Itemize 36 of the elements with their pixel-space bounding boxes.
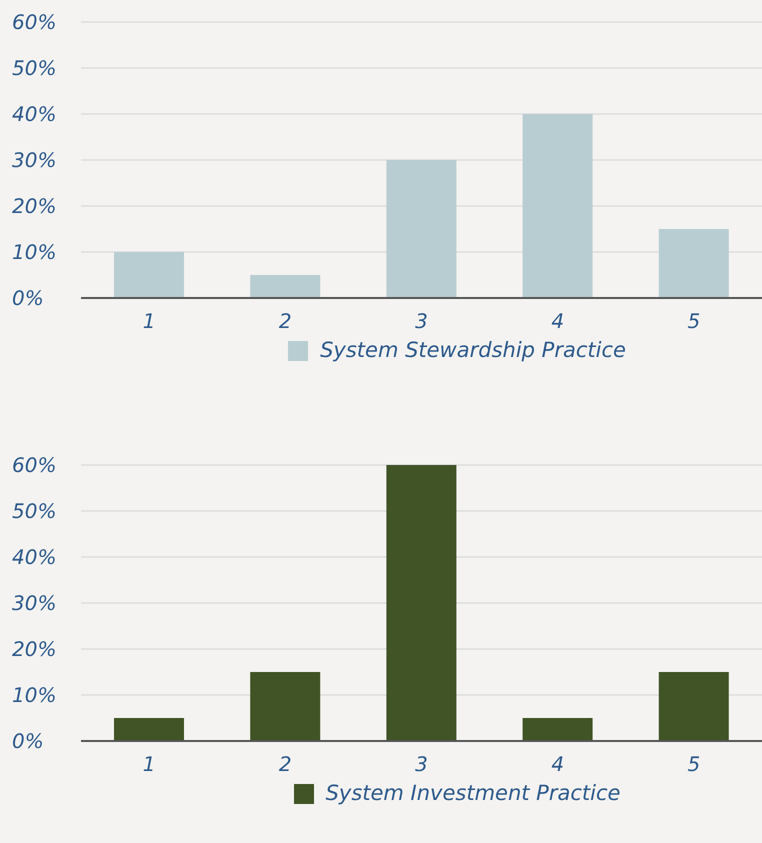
x-tick-label: 5 [688,309,700,334]
bar [386,160,456,298]
x-tick-label: 1 [142,309,156,334]
bar [250,275,320,298]
bar [658,229,729,298]
y-tick-label: 20% [12,637,56,662]
y-tick-label: 40% [12,545,56,570]
y-tick-label: 50% [12,499,56,524]
legend-label: System Investment Practice [326,781,620,805]
y-tick-label: 0% [12,286,44,310]
y-tick-label: 10% [12,683,56,708]
x-tick-label: 4 [551,309,564,334]
x-tick-label: 3 [415,309,428,334]
y-tick-label: 50% [12,56,56,80]
y-tick-label: 30% [12,148,56,172]
bar [386,465,456,741]
bar [114,252,184,298]
bar [114,718,184,741]
x-tick-label: 2 [278,309,292,334]
bar [522,114,593,298]
x-tick-label: 5 [688,752,700,776]
x-tick-label: 1 [142,752,156,776]
y-tick-label: 60% [12,10,56,34]
y-tick-label: 0% [12,729,44,754]
y-tick-label: 60% [12,453,56,478]
bar [522,718,593,741]
bar [250,672,320,741]
bar [658,672,729,741]
y-tick-label: 10% [12,240,56,264]
x-tick-label: 2 [278,752,292,776]
y-tick-label: 40% [12,102,56,126]
y-tick-label: 20% [12,194,56,218]
legend-label: System Stewardship Practice [320,338,626,362]
x-tick-label: 3 [415,752,428,776]
x-tick-label: 4 [551,752,564,776]
y-tick-label: 30% [12,591,56,616]
